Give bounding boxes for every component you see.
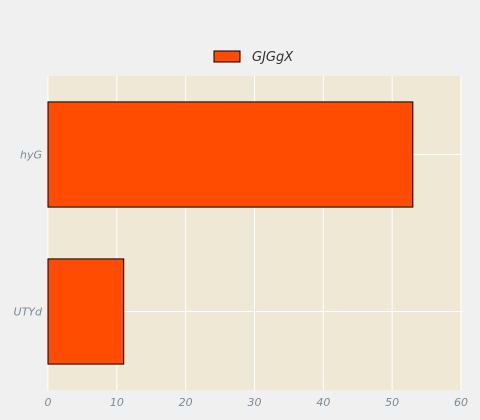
x-tick-label: 30 — [248, 396, 262, 409]
legend: GJGgX — [213, 50, 294, 65]
bar-UTYd — [47, 258, 125, 365]
y-tick-label: hyG — [20, 149, 42, 162]
y-axis-ticks: UTYd hyG — [14, 149, 43, 319]
y-tick-label: UTYd — [14, 306, 43, 319]
x-tick-label: 40 — [316, 396, 330, 409]
x-tick-label: 50 — [385, 396, 399, 409]
bar-hyG — [47, 101, 414, 208]
x-tick-label: 20 — [179, 396, 193, 409]
legend-swatch — [213, 50, 241, 63]
x-axis-ticks: 0 10 20 30 40 50 60 — [45, 396, 469, 409]
x-tick-label: 10 — [110, 396, 124, 409]
x-tick-label: 0 — [45, 396, 52, 409]
x-tick-label: 60 — [454, 396, 468, 409]
legend-label: GJGgX — [252, 50, 294, 65]
bars — [47, 101, 414, 365]
